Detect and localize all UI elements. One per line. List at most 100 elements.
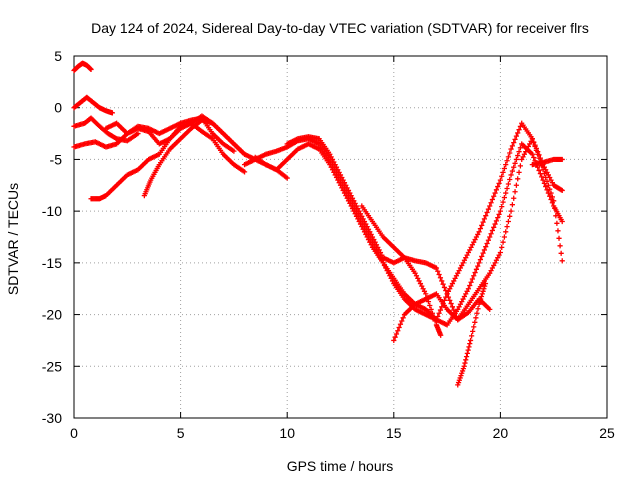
data-point bbox=[464, 350, 470, 356]
data-point bbox=[543, 174, 549, 181]
data-point bbox=[493, 187, 500, 193]
series-track-1 bbox=[71, 60, 94, 74]
data-point bbox=[499, 173, 505, 179]
series-track-12 bbox=[455, 280, 489, 388]
data-point bbox=[511, 140, 517, 146]
data-point bbox=[505, 218, 511, 225]
data-point bbox=[500, 239, 506, 245]
y-tick-label: 0 bbox=[54, 100, 62, 116]
data-points bbox=[71, 60, 565, 388]
data-point bbox=[509, 202, 515, 208]
series-track-14 bbox=[529, 156, 565, 168]
data-point bbox=[284, 175, 290, 181]
data-point bbox=[555, 228, 561, 234]
data-point bbox=[551, 198, 557, 204]
data-point bbox=[495, 183, 501, 190]
data-point bbox=[465, 286, 472, 292]
data-point bbox=[516, 127, 522, 133]
data-point bbox=[503, 190, 509, 196]
data-point bbox=[545, 182, 551, 188]
x-tick-label: 10 bbox=[279, 425, 295, 441]
data-point bbox=[511, 195, 517, 201]
data-point bbox=[392, 334, 398, 340]
data-point bbox=[491, 224, 497, 230]
x-tick-label: 15 bbox=[386, 425, 402, 441]
data-point bbox=[479, 291, 485, 297]
data-point bbox=[396, 324, 402, 331]
data-point bbox=[475, 263, 481, 269]
data-point bbox=[516, 169, 522, 175]
data-point bbox=[480, 250, 486, 256]
data-point bbox=[487, 203, 493, 209]
data-point bbox=[547, 186, 553, 192]
data-point bbox=[531, 154, 537, 161]
data-point bbox=[512, 160, 518, 166]
data-point bbox=[496, 180, 502, 186]
data-point bbox=[467, 337, 474, 344]
series-track-3 bbox=[71, 115, 141, 144]
data-point bbox=[496, 211, 502, 217]
data-point bbox=[485, 237, 492, 243]
data-point bbox=[512, 136, 518, 142]
chart-title: Day 124 of 2024, Sidereal Day-to-day VTE… bbox=[91, 20, 589, 36]
data-point bbox=[476, 301, 482, 307]
data-point bbox=[497, 208, 503, 214]
data-point bbox=[536, 155, 542, 161]
y-tick-label: -5 bbox=[50, 151, 63, 167]
data-point bbox=[478, 296, 484, 302]
data-point bbox=[559, 218, 565, 225]
data-point bbox=[513, 133, 519, 139]
data-point bbox=[508, 208, 514, 214]
data-point bbox=[491, 193, 497, 199]
data-point bbox=[515, 176, 521, 182]
data-point bbox=[559, 187, 565, 194]
data-point bbox=[548, 190, 554, 196]
series-track-9 bbox=[252, 141, 565, 328]
data-point bbox=[473, 315, 479, 321]
data-point bbox=[438, 332, 444, 338]
data-point bbox=[468, 279, 474, 285]
data-point bbox=[516, 149, 522, 155]
data-point bbox=[507, 213, 513, 219]
data-point bbox=[507, 176, 513, 183]
data-point bbox=[493, 218, 500, 224]
data-point bbox=[135, 130, 141, 137]
data-point bbox=[474, 310, 480, 316]
data-point bbox=[451, 307, 457, 313]
data-point bbox=[482, 280, 489, 287]
data-point bbox=[469, 276, 476, 282]
data-point bbox=[476, 229, 482, 235]
data-point bbox=[427, 302, 433, 309]
data-point bbox=[484, 240, 490, 247]
data-point bbox=[444, 291, 450, 297]
data-point bbox=[499, 204, 505, 210]
plot-frame bbox=[73, 55, 608, 419]
data-point bbox=[488, 200, 494, 206]
data-point bbox=[481, 216, 488, 222]
data-point bbox=[557, 243, 563, 249]
data-point bbox=[467, 282, 473, 289]
data-point bbox=[448, 300, 454, 307]
data-point bbox=[531, 140, 537, 146]
data-point bbox=[485, 206, 492, 212]
data-point bbox=[477, 257, 484, 263]
data-point bbox=[443, 288, 449, 294]
data-point bbox=[470, 328, 476, 334]
data-point bbox=[429, 310, 436, 316]
data-point bbox=[507, 150, 513, 156]
data-point bbox=[481, 247, 488, 253]
data-point bbox=[559, 258, 565, 264]
data-point bbox=[477, 299, 483, 305]
data-point bbox=[476, 260, 482, 266]
y-tick-label: -25 bbox=[42, 358, 62, 374]
data-point bbox=[436, 310, 442, 316]
data-point bbox=[482, 283, 488, 289]
data-point bbox=[497, 249, 503, 256]
data-point bbox=[509, 168, 515, 174]
data-point bbox=[559, 156, 565, 163]
data-point bbox=[479, 222, 485, 228]
data-point bbox=[553, 213, 559, 219]
data-point bbox=[437, 275, 444, 281]
data-point bbox=[484, 209, 490, 216]
